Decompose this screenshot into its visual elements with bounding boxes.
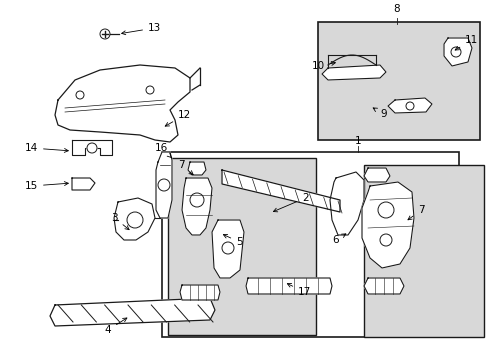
- Text: 8: 8: [393, 4, 400, 14]
- Text: 14: 14: [25, 143, 68, 153]
- Text: 13: 13: [122, 23, 161, 35]
- Circle shape: [450, 47, 460, 57]
- Circle shape: [379, 234, 391, 246]
- Bar: [317, 22, 479, 140]
- Circle shape: [127, 212, 142, 228]
- Text: 2: 2: [273, 193, 308, 212]
- Polygon shape: [363, 168, 389, 182]
- Polygon shape: [180, 285, 220, 300]
- Text: 15: 15: [25, 181, 68, 191]
- Text: 10: 10: [311, 61, 335, 71]
- Text: 16: 16: [154, 143, 171, 158]
- Bar: [363, 165, 483, 337]
- Polygon shape: [321, 65, 385, 80]
- Circle shape: [377, 202, 393, 218]
- Polygon shape: [222, 170, 339, 212]
- Circle shape: [100, 29, 110, 39]
- Polygon shape: [72, 178, 95, 190]
- Circle shape: [405, 102, 413, 110]
- Polygon shape: [156, 152, 172, 218]
- Text: 9: 9: [372, 108, 386, 119]
- Polygon shape: [50, 298, 215, 326]
- Circle shape: [222, 242, 234, 254]
- Bar: [168, 158, 315, 335]
- Text: 11: 11: [454, 35, 477, 50]
- Polygon shape: [361, 182, 413, 268]
- Polygon shape: [187, 162, 205, 175]
- Polygon shape: [55, 65, 190, 142]
- Polygon shape: [212, 220, 244, 278]
- Circle shape: [190, 193, 203, 207]
- Text: 12: 12: [165, 110, 191, 126]
- Text: 5: 5: [223, 234, 242, 247]
- Circle shape: [87, 143, 97, 153]
- Bar: [162, 152, 458, 337]
- Circle shape: [158, 179, 170, 191]
- Text: 1: 1: [354, 136, 361, 146]
- Polygon shape: [387, 98, 431, 113]
- Polygon shape: [182, 178, 212, 235]
- Polygon shape: [72, 140, 112, 155]
- Text: 17: 17: [287, 284, 311, 297]
- Polygon shape: [363, 278, 403, 294]
- Polygon shape: [329, 172, 363, 235]
- Polygon shape: [114, 198, 155, 240]
- Polygon shape: [443, 38, 471, 66]
- Text: 6: 6: [331, 234, 345, 245]
- Circle shape: [146, 86, 154, 94]
- Text: 7: 7: [407, 205, 424, 220]
- Text: 3: 3: [111, 213, 129, 230]
- Text: 4: 4: [104, 318, 126, 335]
- Circle shape: [76, 91, 84, 99]
- Polygon shape: [245, 278, 331, 294]
- Text: 7: 7: [178, 160, 193, 175]
